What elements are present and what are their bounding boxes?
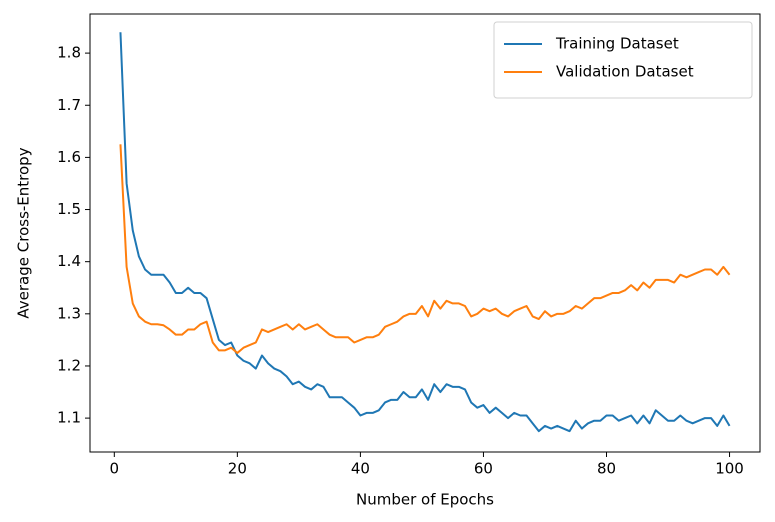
legend-label: Training Dataset [555, 35, 679, 53]
y-tick-label: 1.1 [57, 409, 81, 427]
x-tick-label: 100 [715, 460, 744, 478]
x-tick-label: 60 [474, 460, 493, 478]
x-tick-label: 20 [228, 460, 247, 478]
x-tick-label: 0 [110, 460, 120, 478]
y-tick-label: 1.6 [57, 148, 81, 166]
y-axis-label: Average Cross-Entropy [15, 147, 33, 318]
series-line [119, 32, 731, 433]
legend-label: Validation Dataset [556, 63, 694, 81]
x-axis-label: Number of Epochs [356, 491, 494, 509]
y-tick-label: 1.5 [57, 200, 81, 218]
y-tick-label: 1.4 [57, 252, 81, 270]
x-tick-label: 40 [351, 460, 370, 478]
series-line [119, 144, 731, 354]
plot-frame [89, 13, 761, 453]
y-tick-label: 1.7 [57, 96, 81, 114]
y-tick-label: 1.2 [57, 356, 81, 374]
legend-box [493, 21, 753, 99]
y-tick-label: 1.3 [57, 304, 81, 322]
y-tick-label: 1.8 [57, 44, 81, 62]
x-tick-label: 80 [597, 460, 616, 478]
